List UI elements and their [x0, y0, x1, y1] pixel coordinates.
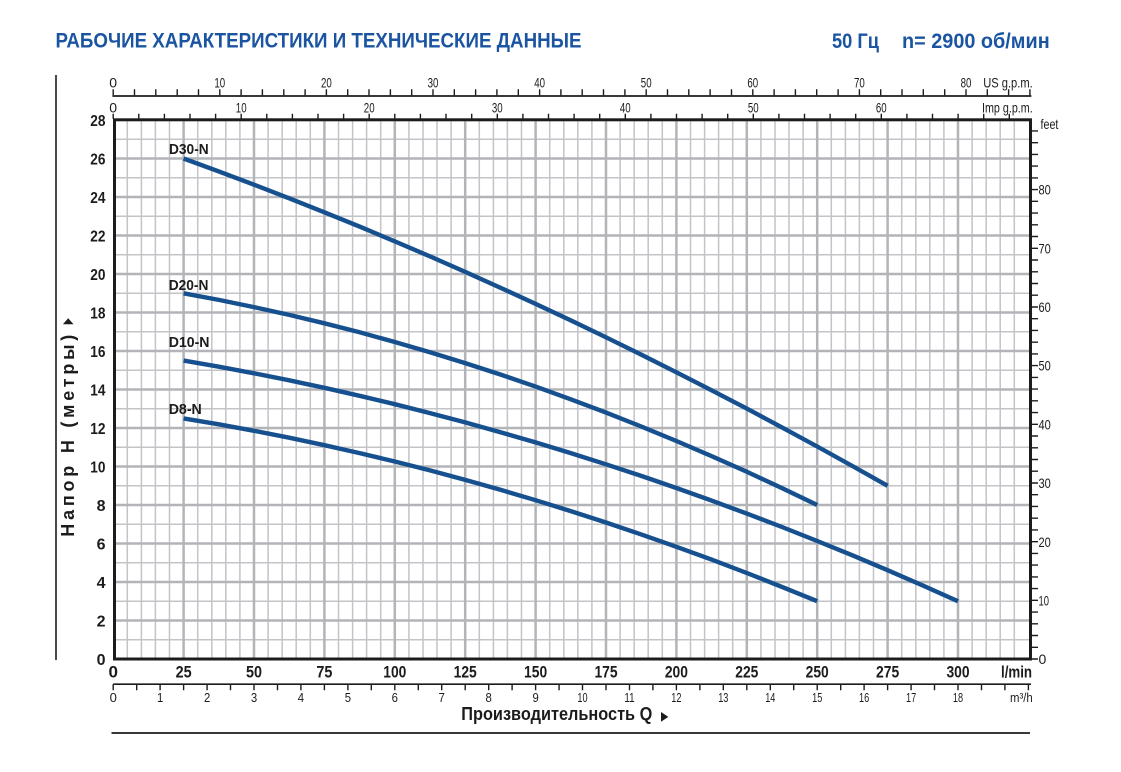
svg-text:4: 4	[298, 690, 304, 705]
svg-text:50: 50	[246, 663, 262, 682]
svg-text:0: 0	[97, 652, 106, 669]
svg-text:40: 40	[620, 99, 631, 115]
svg-text:Imp g.p.m.: Imp g.p.m.	[982, 99, 1033, 115]
svg-text:50: 50	[641, 75, 652, 91]
svg-text:17: 17	[906, 690, 916, 705]
svg-text:30: 30	[1039, 475, 1051, 491]
svg-text:80: 80	[961, 75, 972, 91]
svg-text:50: 50	[1039, 358, 1051, 374]
svg-text:60: 60	[1039, 299, 1051, 315]
svg-text:m³/h: m³/h	[1010, 690, 1033, 705]
svg-text:20: 20	[1039, 534, 1051, 550]
svg-text:75: 75	[316, 663, 332, 682]
svg-text:20: 20	[90, 267, 105, 284]
svg-text:14: 14	[90, 382, 105, 399]
svg-text:40: 40	[1039, 416, 1051, 432]
svg-text:Производительность Q: Производительность Q	[461, 704, 652, 724]
svg-text:5: 5	[345, 690, 351, 705]
svg-text:2: 2	[204, 690, 210, 705]
svg-text:40: 40	[534, 75, 545, 91]
svg-text:25: 25	[176, 663, 192, 682]
svg-text:30: 30	[428, 75, 439, 91]
svg-text:3: 3	[251, 690, 257, 705]
svg-text:275: 275	[876, 663, 899, 682]
svg-text:9: 9	[532, 690, 538, 705]
svg-text:300: 300	[946, 663, 969, 682]
svg-text:14: 14	[765, 690, 775, 705]
svg-text:0: 0	[109, 75, 117, 91]
svg-text:10: 10	[214, 75, 225, 91]
svg-text:10: 10	[236, 99, 247, 115]
svg-text:Напор H (метры): Напор H (метры)	[58, 335, 78, 537]
svg-text:16: 16	[859, 690, 869, 705]
svg-text:80: 80	[1039, 182, 1051, 198]
svg-text:125: 125	[454, 663, 477, 682]
svg-text:0: 0	[110, 690, 117, 705]
svg-text:6: 6	[97, 536, 106, 553]
svg-text:70: 70	[1039, 240, 1051, 256]
svg-text:50: 50	[748, 99, 759, 115]
svg-text:10: 10	[1039, 592, 1050, 608]
svg-text:24: 24	[90, 190, 105, 207]
svg-text:200: 200	[665, 663, 688, 682]
svg-text:100: 100	[383, 663, 406, 682]
svg-text:70: 70	[854, 75, 865, 91]
svg-text:20: 20	[321, 75, 332, 91]
svg-text:50 Гц: 50 Гц	[832, 30, 879, 53]
svg-text:8: 8	[97, 498, 106, 515]
svg-text:12: 12	[671, 690, 681, 705]
svg-text:13: 13	[718, 690, 728, 705]
svg-text:150: 150	[524, 663, 547, 682]
svg-text:20: 20	[364, 99, 375, 115]
svg-text:18: 18	[953, 690, 963, 705]
svg-text:60: 60	[876, 99, 887, 115]
svg-text:175: 175	[594, 663, 617, 682]
svg-text:2: 2	[97, 613, 106, 630]
svg-text:12: 12	[90, 421, 105, 438]
svg-text:0: 0	[109, 99, 117, 115]
svg-text:28: 28	[90, 113, 105, 130]
svg-text:D20-N: D20-N	[169, 277, 209, 294]
svg-text:8: 8	[486, 690, 492, 705]
svg-text:30: 30	[492, 99, 503, 115]
svg-text:22: 22	[90, 228, 105, 245]
svg-text:D10-N: D10-N	[169, 334, 210, 351]
svg-text:18: 18	[90, 305, 105, 322]
svg-text:l/min: l/min	[1001, 663, 1032, 682]
svg-text:7: 7	[439, 690, 445, 705]
svg-text:feet: feet	[1041, 116, 1059, 132]
svg-text:10: 10	[577, 690, 587, 705]
svg-text:60: 60	[747, 75, 758, 91]
svg-text:D30-N: D30-N	[169, 141, 209, 158]
svg-text:11: 11	[624, 690, 634, 705]
svg-text:1: 1	[157, 690, 163, 705]
svg-text:D8-N: D8-N	[169, 401, 202, 418]
svg-text:15: 15	[812, 690, 822, 705]
svg-text:6: 6	[392, 690, 398, 705]
svg-text:225: 225	[735, 663, 758, 682]
svg-text:26: 26	[90, 151, 105, 168]
svg-text:250: 250	[806, 663, 829, 682]
svg-text:4: 4	[97, 575, 106, 592]
svg-text:n= 2900 об/мин: n= 2900 об/мин	[902, 30, 1050, 53]
svg-text:16: 16	[90, 344, 105, 361]
svg-text:10: 10	[90, 459, 105, 476]
svg-text:0: 0	[108, 663, 117, 682]
svg-text:РАБОЧИЕ ХАРАКТЕРИСТИКИ И ТЕХНИ: РАБОЧИЕ ХАРАКТЕРИСТИКИ И ТЕХНИЧЕСКИЕ ДАН…	[56, 29, 582, 52]
svg-text:US g.p.m.: US g.p.m.	[983, 75, 1033, 91]
svg-text:0: 0	[1039, 651, 1047, 667]
